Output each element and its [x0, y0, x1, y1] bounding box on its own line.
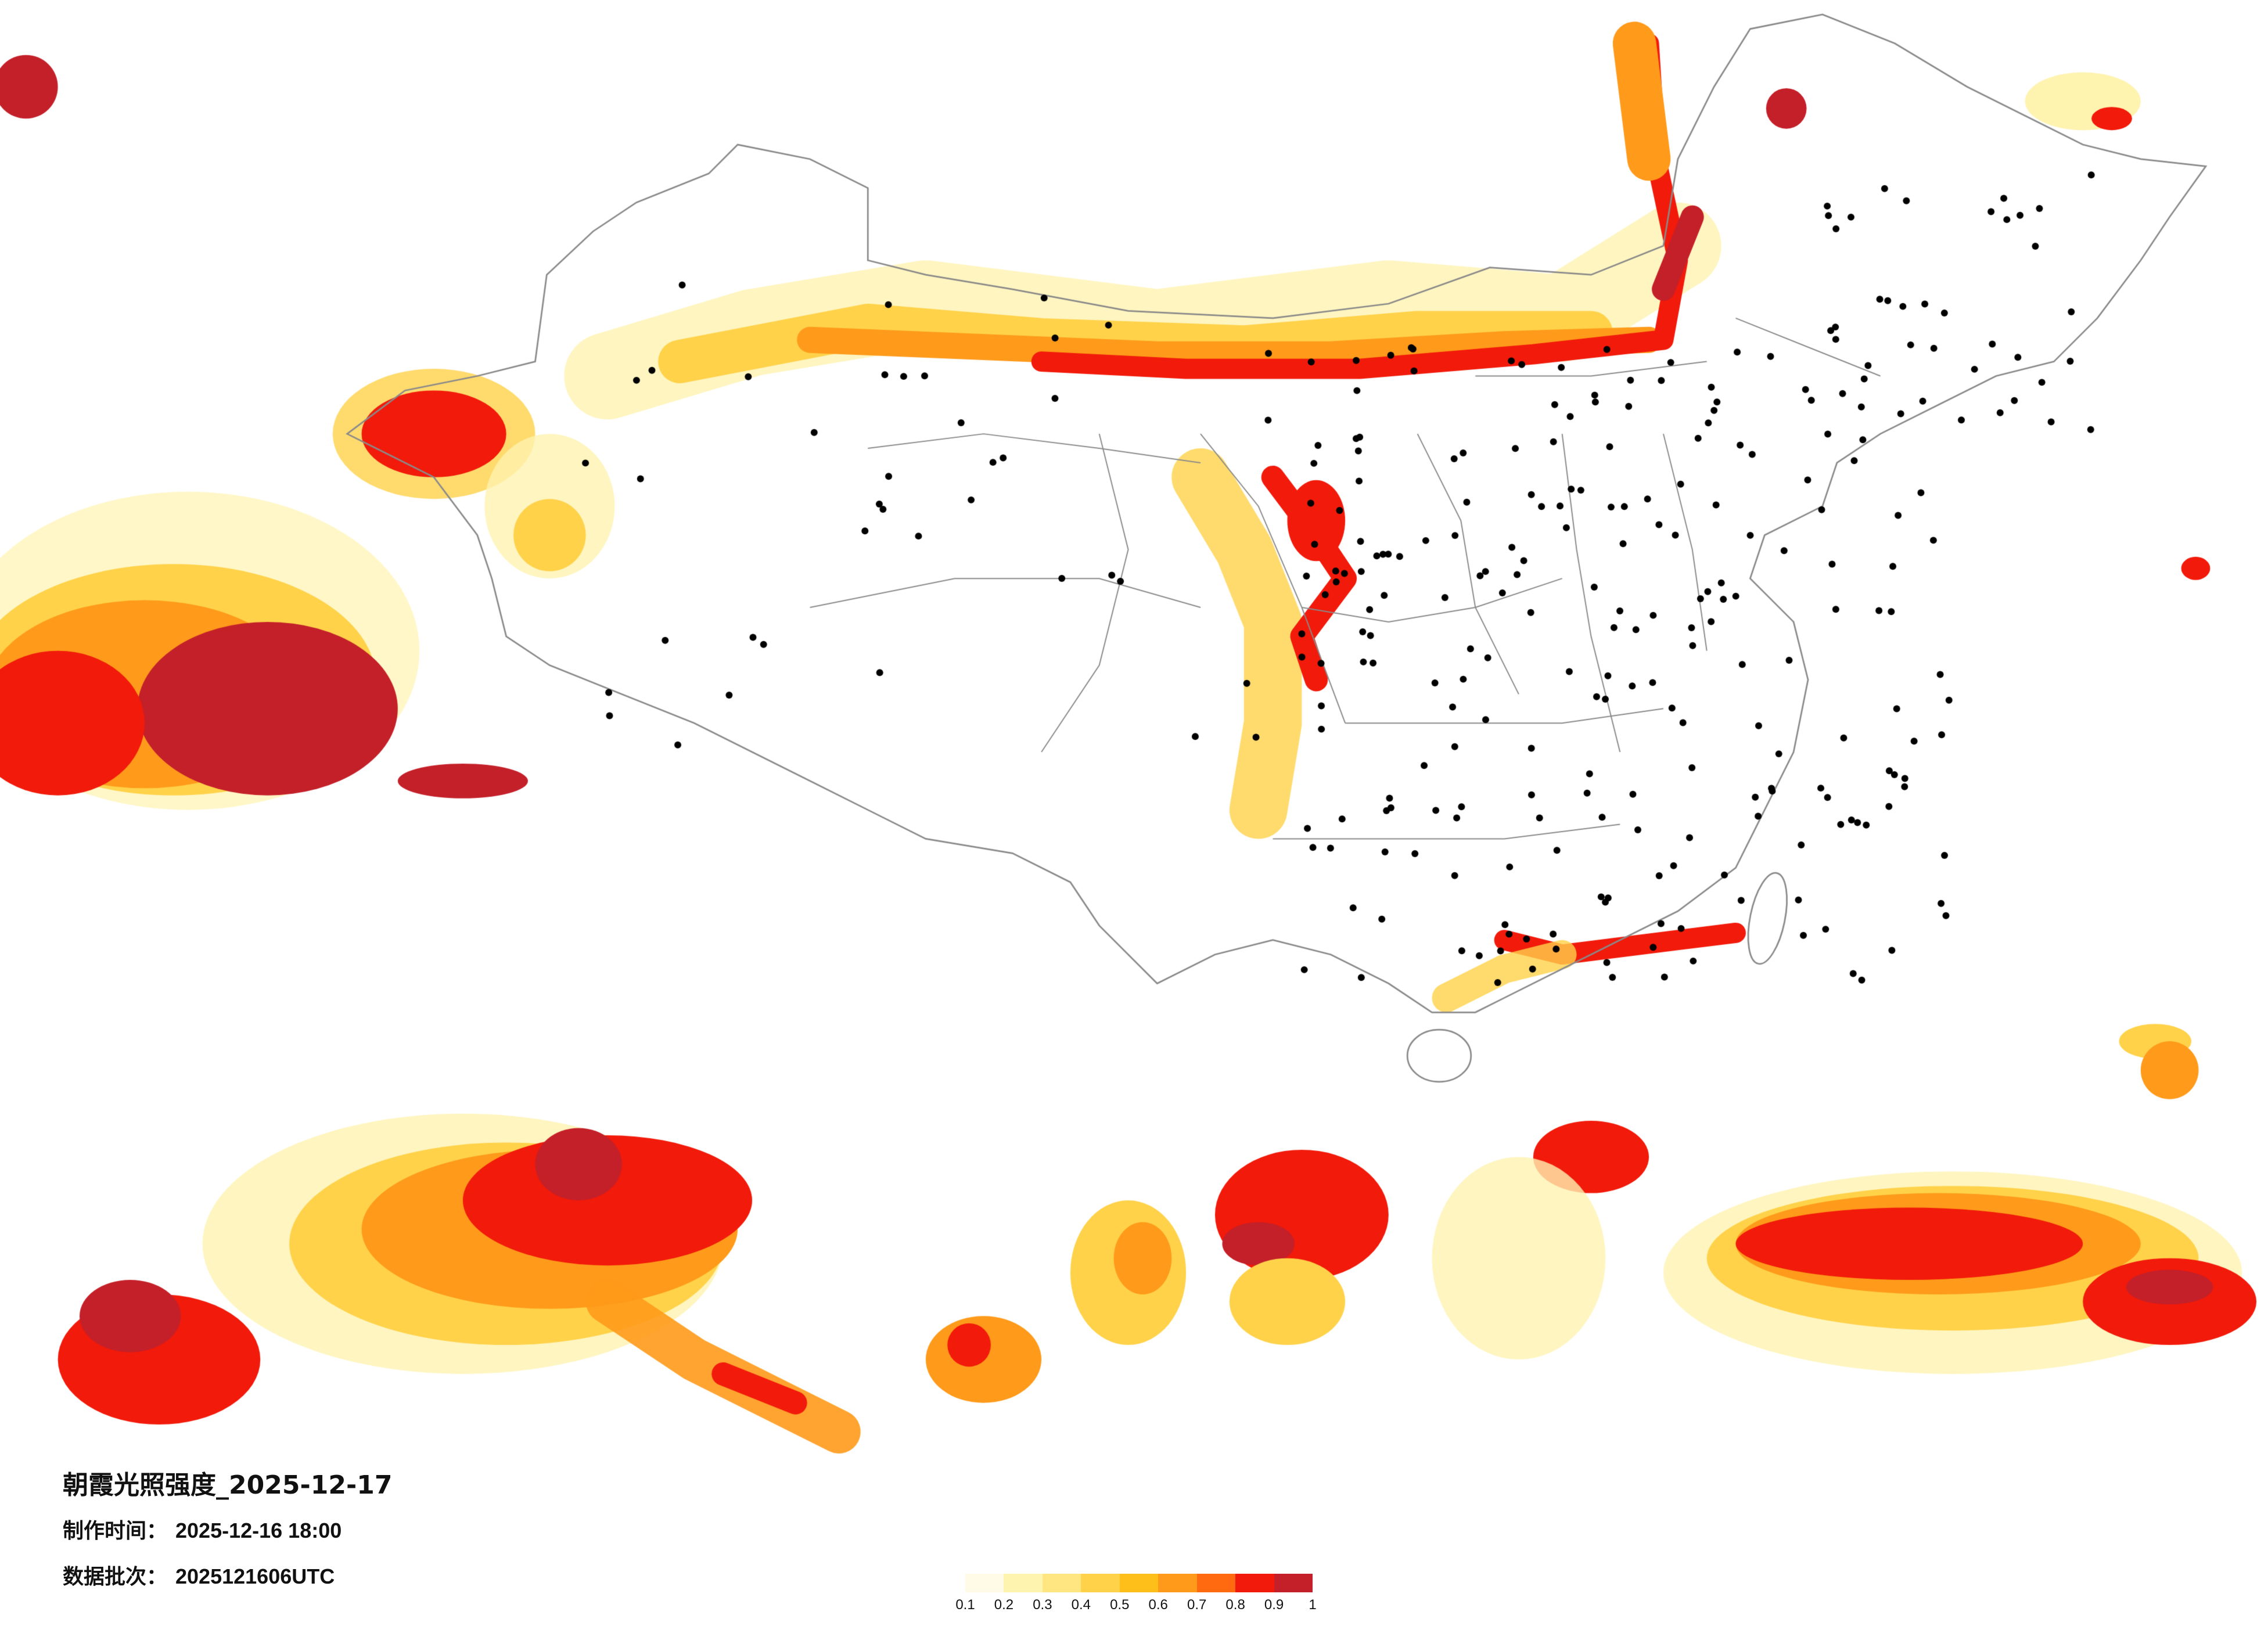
- legend-swatch: [1235, 1574, 1274, 1592]
- legend-tick-label: 0.3: [1033, 1597, 1052, 1613]
- legend-tick-label: 1: [1309, 1597, 1317, 1613]
- legend-swatch: [1158, 1574, 1197, 1592]
- map-title: 朝霞光照强度_2025-12-17: [63, 1470, 393, 1500]
- legend-tick-label: 0.8: [1225, 1597, 1245, 1613]
- data-batch-label: 数据批次：: [63, 1565, 168, 1589]
- legend-swatch: [1274, 1574, 1313, 1592]
- production-time: 制作时间： 2025-12-16 18:00: [63, 1517, 392, 1545]
- legend-swatch: [1004, 1574, 1043, 1592]
- legend-tick-label: 0.9: [1264, 1597, 1284, 1613]
- legend-swatch: [1081, 1574, 1120, 1592]
- legend-swatch: [1119, 1574, 1159, 1592]
- legend-tick-label: 0.1: [955, 1597, 975, 1613]
- title-block: 朝霞光照强度_2025-12-17 制作时间： 2025-12-16 18:00 …: [63, 1469, 392, 1591]
- legend-tick-label: 0.5: [1110, 1597, 1130, 1613]
- legend-tick-label: 0.6: [1148, 1597, 1168, 1613]
- legend-swatch: [1042, 1574, 1081, 1592]
- legend-swatch: [965, 1574, 1004, 1592]
- legend-swatch: [1196, 1574, 1236, 1592]
- legend-tick-label: 0.2: [994, 1597, 1014, 1613]
- data-batch: 数据批次： 2025121606UTC: [63, 1563, 392, 1591]
- legend-ticks: 0.1 0.2 0.3 0.4 0.5 0.6 0.7 0.8 0.9 1: [955, 1597, 1317, 1618]
- production-time-label: 制作时间：: [63, 1519, 168, 1543]
- legend-tick-label: 0.4: [1071, 1597, 1091, 1613]
- color-legend: 0.1 0.2 0.3 0.4 0.5 0.6 0.7 0.8 0.9 1: [955, 1574, 1317, 1620]
- legend-colorbar: [965, 1574, 1313, 1592]
- data-batch-value: 2025121606UTC: [175, 1564, 335, 1588]
- production-time-value: 2025-12-16 18:00: [175, 1519, 342, 1542]
- legend-tick-label: 0.7: [1187, 1597, 1207, 1613]
